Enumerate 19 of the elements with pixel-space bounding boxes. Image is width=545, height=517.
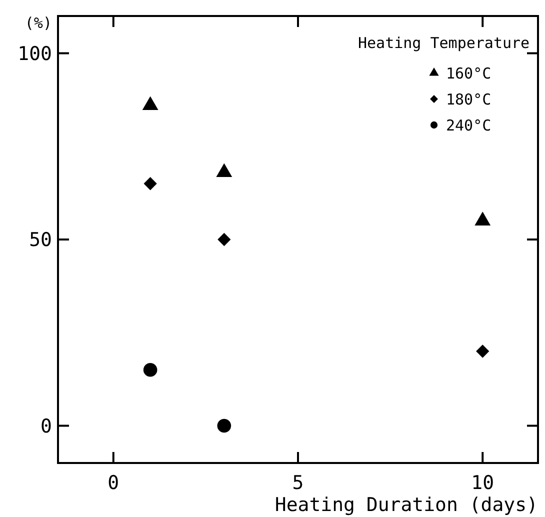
- point: [474, 212, 491, 226]
- x-axis-title: Heating Duration (days): [274, 494, 538, 516]
- x-tick-label: 0: [108, 472, 120, 494]
- point: [143, 362, 158, 377]
- legend-title: Heating Temperature: [358, 34, 530, 52]
- y-axis-title: (%): [24, 14, 52, 32]
- point: [217, 418, 232, 433]
- legend-label: 160°C: [446, 64, 492, 82]
- point: [218, 232, 231, 246]
- x-tick-label: 10: [471, 472, 494, 494]
- point: [216, 163, 232, 178]
- y-tick-label: 100: [18, 42, 52, 65]
- x-tick-label: 5: [292, 472, 304, 494]
- y-tick-label: 0: [40, 415, 52, 438]
- point: [142, 96, 158, 110]
- legend-label: 240°C: [446, 116, 492, 134]
- legend-label: 180°C: [446, 90, 492, 108]
- point: [476, 344, 490, 358]
- y-tick-label: 50: [29, 229, 52, 252]
